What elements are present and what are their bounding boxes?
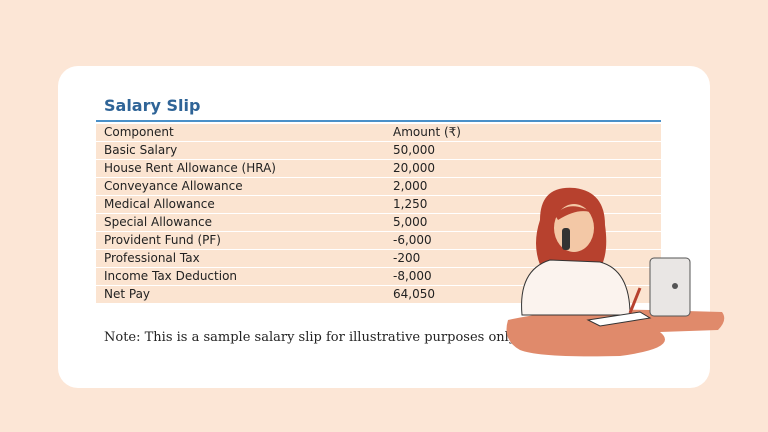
title-rule xyxy=(96,120,661,122)
salary-table: Component Amount (₹) Basic Salary 50,000 Hou… xyxy=(96,124,661,304)
component-cell: Medical Allowance xyxy=(96,195,391,214)
component-cell: Income Tax Deduction xyxy=(96,267,391,286)
component-cell: Provident Fund (PF) xyxy=(96,231,391,250)
component-cell: Component xyxy=(96,124,391,142)
component-cell: House Rent Allowance (HRA) xyxy=(96,159,391,178)
amount-cell: Amount (₹) xyxy=(391,124,661,142)
component-cell: Net Pay xyxy=(96,285,391,304)
note: Note: This is a sample salary slip for i… xyxy=(104,330,519,345)
amount-cell: 50,000 xyxy=(391,141,661,160)
amount-cell: 20,000 xyxy=(391,159,661,178)
component-cell: Conveyance Allowance xyxy=(96,177,391,196)
header-row: Component Amount (₹) xyxy=(96,124,661,142)
table-row: Conveyance Allowance 2,000 xyxy=(96,177,661,196)
amount-cell: 2,000 xyxy=(391,177,661,196)
component-cell: Special Allowance xyxy=(96,213,391,232)
table-row: House Rent Allowance (HRA) 20,000 xyxy=(96,159,661,178)
component-cell: Basic Salary xyxy=(96,141,391,160)
table-row: Basic Salary 50,000 xyxy=(96,141,661,160)
title: Salary Slip xyxy=(104,96,201,115)
component-cell: Professional Tax xyxy=(96,249,391,268)
illustration xyxy=(506,187,725,357)
